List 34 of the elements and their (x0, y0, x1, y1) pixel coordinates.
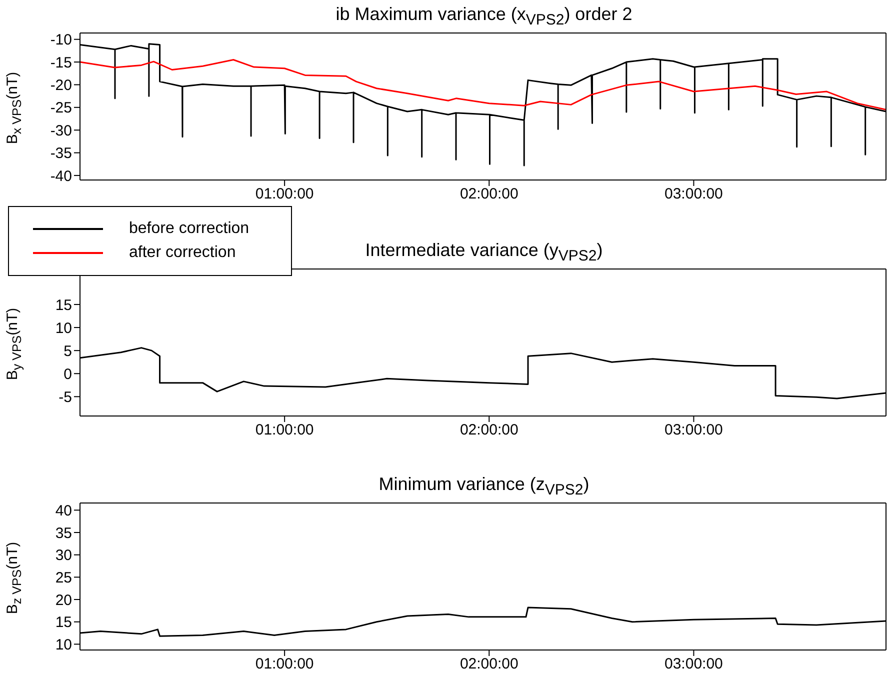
y-tick-label: 10 (55, 320, 72, 337)
y-tick-label: 40 (55, 502, 72, 520)
x-tick-label: 01:00:00 (255, 422, 314, 439)
y-tick-label: 35 (55, 524, 72, 542)
y-tick-label: -10 (50, 32, 72, 49)
x-tick-label: 03:00:00 (664, 656, 723, 673)
y-tick-label: -5 (58, 388, 72, 406)
y-tick-label: 25 (55, 569, 72, 586)
y-tick-label: -40 (50, 168, 72, 185)
y-tick-label: 20 (55, 592, 72, 609)
x-tick-label: 03:00:00 (664, 186, 723, 203)
legend-label: after correction (129, 244, 236, 262)
legend-label: before correction (129, 220, 250, 238)
y-tick-label: 15 (55, 296, 72, 314)
x-tick-label: 02:00:00 (460, 422, 518, 439)
x-tick-label: 02:00:00 (460, 656, 518, 673)
chart-title: Minimum variance (z$_{VPS2}$) (378, 474, 590, 499)
y-tick-label: 30 (55, 547, 72, 564)
y-tick-label: 0 (64, 366, 72, 383)
y-tick-label: -25 (50, 100, 72, 117)
y-tick-label: 10 (55, 636, 72, 654)
chart-title: ib Maximum variance (x$_{VPS2}$) order 2 (334, 4, 634, 29)
x-tick-label: 02:00:00 (460, 186, 518, 203)
x-tick-label: 01:00:00 (255, 656, 314, 673)
y-tick-label: -35 (50, 145, 72, 162)
chart-title: Intermediate variance (y$_{VPS2}$) (365, 240, 603, 265)
x-tick-label: 01:00:00 (255, 186, 314, 203)
y-tick-label: 15 (55, 614, 72, 632)
x-tick-label: 03:00:00 (664, 422, 723, 439)
y-tick-label: 5 (64, 342, 72, 360)
line-series (80, 59, 886, 110)
y-tick-label: -20 (50, 77, 72, 94)
y-tick-label: -15 (50, 54, 72, 72)
y-tick-label: -30 (50, 122, 72, 140)
